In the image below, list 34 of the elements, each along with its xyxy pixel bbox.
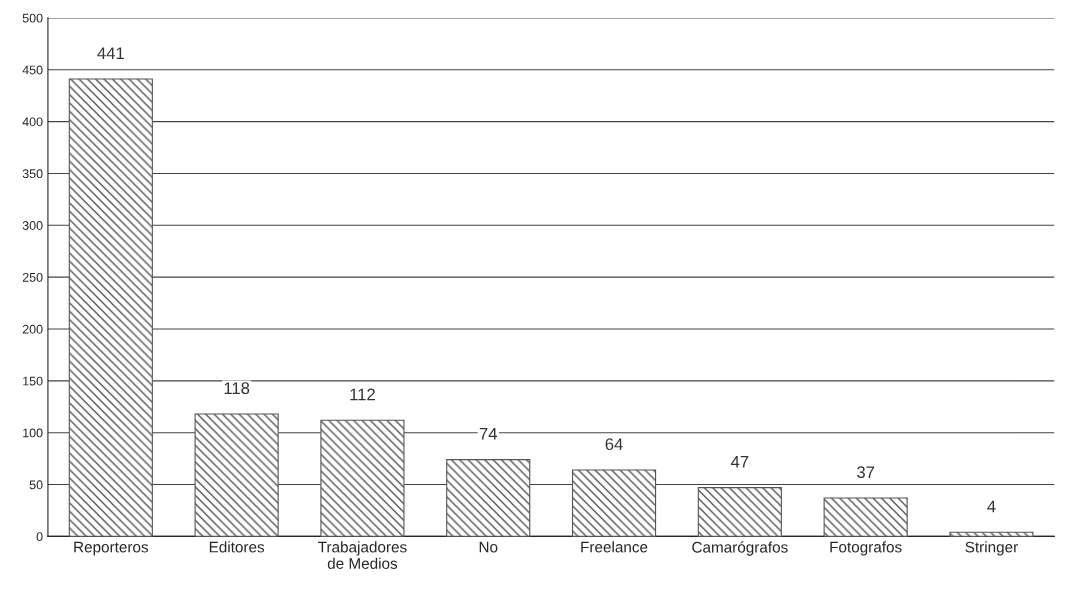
y-tick-label: 100 — [23, 428, 43, 438]
bar — [446, 459, 531, 537]
x-tick-label: No — [479, 541, 498, 553]
data-label: 118 — [224, 382, 250, 395]
data-label: 47 — [730, 456, 749, 468]
data-label: 4 — [987, 500, 996, 513]
x-tick-label: Freelance — [581, 541, 648, 553]
y-tick-label: 500 — [22, 13, 43, 23]
data-label: 64 — [605, 438, 623, 451]
x-tick-label: Fotografos — [830, 541, 902, 556]
y-tick-label: 300 — [22, 221, 43, 230]
data-label: 441 — [97, 47, 124, 59]
data-label: 37 — [857, 466, 875, 479]
x-tick-label: Trabajadores de Medios — [318, 541, 407, 569]
data-label: 112 — [350, 388, 375, 401]
bar — [68, 78, 153, 537]
x-tick-label: Editores — [209, 541, 265, 553]
x-tick-label: Stringer — [965, 541, 1018, 556]
x-tick-label: Camarógrafos — [692, 541, 788, 556]
y-tick-label: 450 — [22, 65, 43, 75]
y-tick-label: 0 — [36, 532, 43, 542]
bar — [571, 469, 657, 537]
bar — [320, 419, 405, 537]
y-tick-label: 150 — [23, 376, 43, 386]
bar — [194, 413, 279, 537]
y-tick-label: 50 — [29, 480, 43, 490]
bar — [823, 497, 908, 537]
y-tick-label: 250 — [22, 272, 43, 282]
data-label: 74 — [479, 428, 498, 440]
y-tick-label: 400 — [22, 117, 43, 127]
bar — [697, 487, 782, 537]
y-tick-label: 200 — [22, 324, 43, 334]
x-tick-label: Reporteros — [74, 541, 149, 556]
y-tick-label: 350 — [22, 169, 43, 179]
